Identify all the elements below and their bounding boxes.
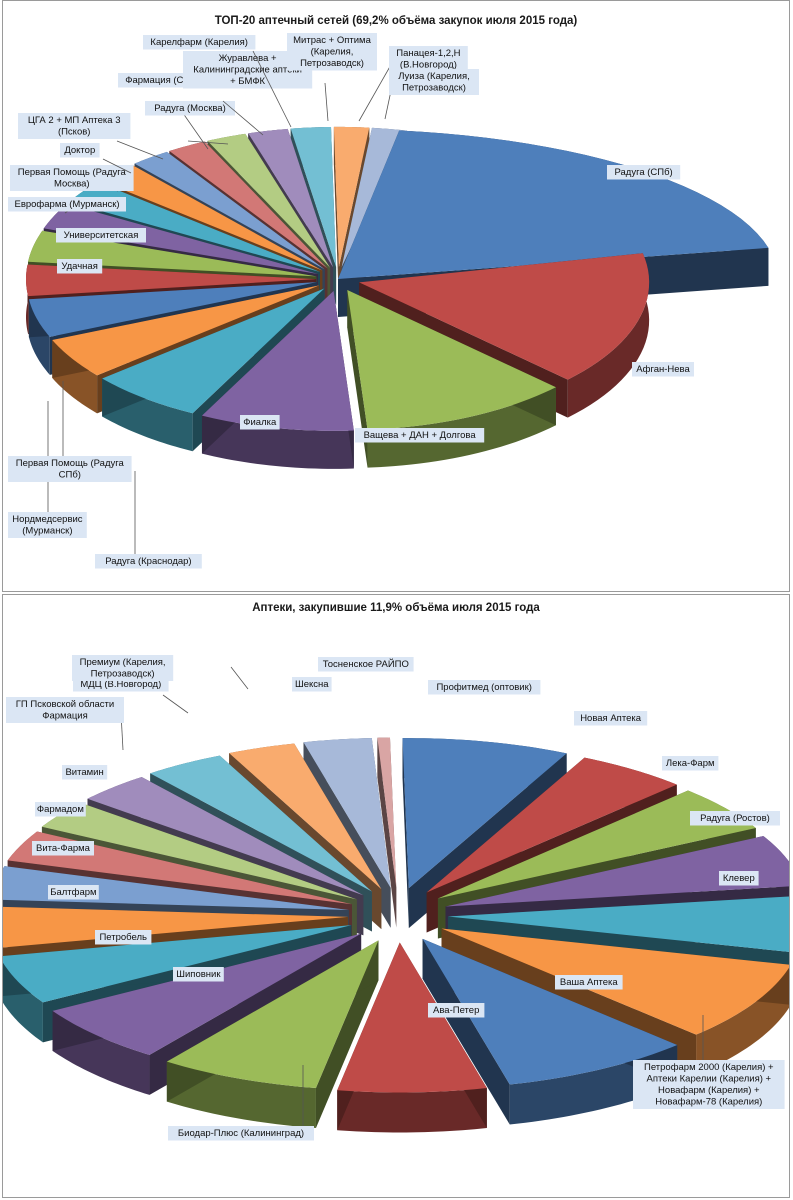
- slice-label: Вита-Фарма: [32, 841, 94, 856]
- slice-label: Шиповник: [173, 967, 224, 982]
- slice-label: Панацея-1,2,Н (В.Новгород): [389, 46, 468, 72]
- slice-label-text: Премиум (Карелия, Петрозаводск): [80, 657, 166, 680]
- pie-slice-8: [166, 940, 379, 1129]
- slice-label-text: Биодар-Плюс (Калининград): [178, 1128, 304, 1139]
- leader-line: [324, 82, 329, 122]
- slice-label-text: Лека-Фарм: [666, 758, 715, 769]
- slice-label: Шексна: [292, 677, 332, 692]
- slice-label: Еврофарма (Мурманск): [8, 197, 126, 212]
- slice-label: Университетская: [56, 228, 146, 243]
- pie-slice-2: [347, 289, 556, 468]
- slice-label: Радуга (Краснодар): [95, 554, 202, 569]
- chart-title: ТОП-20 аптечный сетей (69,2% объёма заку…: [215, 15, 578, 27]
- slice-label: Удачная: [57, 259, 103, 274]
- slice-label: Профитмед (оптовик): [428, 680, 541, 695]
- slice-label-text: Фармадом: [37, 804, 84, 815]
- slice-label: Балтфарм: [48, 885, 99, 900]
- slice-label-text: Шексна: [295, 679, 329, 690]
- slice-label: ЦГА 2 + МП Аптека 3 (Псков): [18, 113, 131, 139]
- slice-label: Радуга (Ростов): [690, 811, 780, 826]
- slice-label-text: Профитмед (оптовик): [436, 682, 531, 693]
- slice-label: Доктор: [60, 143, 100, 158]
- slice-label-text: Шиповник: [176, 969, 221, 980]
- leader-line: [116, 140, 164, 160]
- slice-label-text: Радуга (Москва): [154, 103, 226, 114]
- slice-label: Луиза (Карелия, Петрозаводск): [389, 69, 479, 95]
- slice-label: Петрофарм 2000 (Карелия) + Аптеки Карелии…: [633, 1060, 785, 1109]
- slice-label-text: Удачная: [61, 261, 98, 272]
- slice-label-text: Фармация (Смоленск): [125, 75, 223, 86]
- slice-label: Митрас + Оптима (Карелия, Петрозаводск): [287, 33, 377, 71]
- slice-label: Ава-Петер: [428, 1003, 485, 1018]
- slice-label-text: Доктор: [64, 145, 95, 156]
- chart-panel-bottom: Аптеки, закупившие 11,9% объёма июля 201…: [2, 594, 790, 1198]
- leader-line: [358, 62, 393, 122]
- slice-label-text: Карелфарм (Карелия): [150, 37, 248, 48]
- slice-label-text: МДЦ (В.Новгород): [80, 679, 161, 690]
- pharmacies-pie-chart: Аптеки, закупившие 11,9% объёма июля 201…: [3, 602, 789, 1141]
- leader-line: [187, 140, 229, 145]
- slice-label-text: Первая Помощь (Радуга СПб): [16, 458, 125, 481]
- pie-slice-19: [377, 737, 397, 928]
- pie-slice-3: [201, 290, 354, 469]
- leader-line: [222, 100, 264, 136]
- slice-label: Премиум (Карелия, Петрозаводск): [72, 655, 174, 681]
- slice-label-text: Афган-Нева: [636, 364, 690, 375]
- slice-label-text: Тосненское РАЙПО: [323, 658, 409, 670]
- slice-label: Нордмедсервис (Мурманск): [8, 512, 87, 538]
- slice-label-text: Витамин: [65, 767, 103, 778]
- slice-label: Ващева + ДАН + Долгова: [355, 428, 485, 443]
- slice-label-text: Еврофарма (Мурманск): [14, 199, 119, 210]
- slice-label-text: Петрофарм 2000 (Карелия) + Аптеки Карелии…: [644, 1062, 774, 1108]
- slice-label-text: Панацея-1,2,Н (В.Новгород): [396, 48, 460, 71]
- slice-label-text: Первая Помощь (Радуга Москва): [18, 167, 127, 190]
- leader-line: [252, 50, 292, 128]
- slice-label-text: Радуга (Краснодар): [105, 556, 191, 567]
- slice-label: Новая Аптека: [574, 711, 648, 726]
- leader-line: [162, 694, 189, 714]
- slice-label: Тосненское РАЙПО: [318, 657, 414, 672]
- slice-label-text: Нордмедсервис (Мурманск): [12, 514, 83, 537]
- slice-label-text: Вита-Фарма: [36, 843, 91, 854]
- slice-label-text: Клевер: [723, 873, 755, 884]
- slice-label-text: Фиалка: [243, 417, 277, 428]
- slice-label: Первая Помощь (Радуга СПб): [8, 456, 132, 482]
- slice-label: Афган-Нева: [632, 362, 694, 377]
- slice-label: Радуга (СПб): [607, 165, 681, 180]
- pie-slice-7: [337, 942, 487, 1133]
- slice-label-text: ЦГА 2 + МП Аптека 3 (Псков): [28, 115, 121, 138]
- slice-label-text: Журавлева + Калининградские аптеки + БМФК: [193, 53, 302, 87]
- slice-label-text: Ваша Аптека: [560, 977, 619, 988]
- leader-line: [230, 666, 249, 690]
- slice-label: Лека-Фарм: [662, 756, 719, 771]
- slice-label: ГП Псковской области Фармация: [6, 697, 124, 723]
- slice-label-text: Митрас + Оптима (Карелия, Петрозаводск): [293, 35, 371, 69]
- slice-label: Петробель: [95, 930, 152, 945]
- slice-label-text: Ава-Петер: [433, 1005, 479, 1016]
- slice-label-text: Радуга (СПб): [614, 167, 672, 178]
- leader-line: [102, 158, 132, 174]
- chart-panel-top: ТОП-20 аптечный сетей (69,2% объёма заку…: [2, 0, 790, 592]
- slice-label: Витамин: [62, 765, 108, 780]
- slice-label-text: Новая Аптека: [580, 713, 642, 724]
- slice-label-text: Луиза (Карелия, Петрозаводск): [398, 71, 470, 94]
- chart-title: Аптеки, закупившие 11,9% объёма июля 201…: [252, 602, 540, 614]
- slice-label-text: Петробель: [99, 932, 147, 943]
- slice-label: Фармадом: [35, 802, 86, 817]
- slice-label: Карелфарм (Карелия): [143, 35, 256, 50]
- slice-label: Радуга (Москва): [145, 101, 235, 116]
- slice-label: Биодар-Плюс (Калининград): [168, 1126, 314, 1141]
- slice-label-text: Ващева + ДАН + Долгова: [364, 430, 477, 441]
- slice-label: Клевер: [719, 871, 759, 886]
- slice-label-text: ГП Псковской области Фармация: [16, 699, 114, 722]
- slice-label: Первая Помощь (Радуга Москва): [10, 165, 134, 191]
- slice-label-text: Балтфарм: [50, 887, 96, 898]
- top20-pie-chart: ТОП-20 аптечный сетей (69,2% объёма заку…: [8, 15, 769, 569]
- slice-label-text: Университетская: [64, 230, 139, 241]
- slice-label: Ваша Аптека: [555, 975, 623, 990]
- slice-label-text: Радуга (Ростов): [700, 813, 770, 824]
- slice-label: Фиалка: [240, 415, 280, 430]
